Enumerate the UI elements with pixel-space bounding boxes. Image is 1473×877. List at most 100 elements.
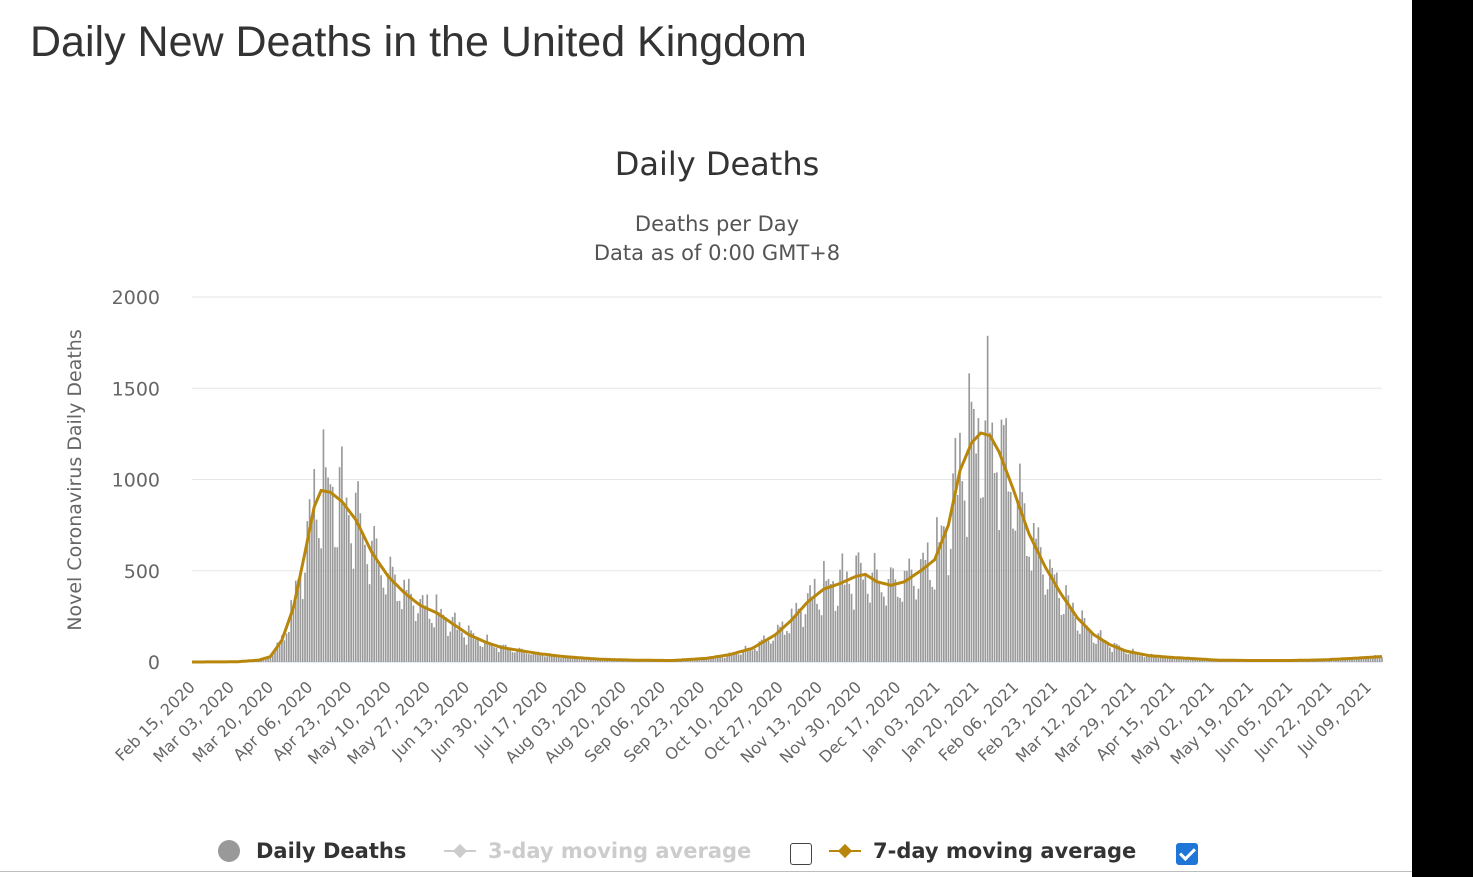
daily-deaths-bar	[846, 571, 848, 662]
daily-deaths-bar	[1042, 574, 1044, 662]
daily-deaths-bar	[926, 542, 929, 662]
daily-deaths-bar	[758, 641, 761, 662]
daily-deaths-bar	[490, 643, 493, 662]
daily-deaths-bar	[853, 609, 855, 662]
daily-deaths-bar	[550, 654, 553, 662]
daily-deaths-bar	[507, 649, 509, 662]
daily-deaths-bar	[567, 655, 569, 662]
daily-deaths-bar	[1162, 656, 1164, 662]
daily-deaths-bar	[1132, 648, 1134, 662]
daily-deaths-bar	[433, 627, 435, 662]
daily-deaths-bar	[361, 536, 364, 662]
daily-deaths-bar	[836, 605, 839, 662]
legend-7-day-label: 7-day moving average	[873, 839, 1137, 863]
daily-deaths-bar	[518, 647, 521, 662]
daily-deaths-bar	[419, 599, 422, 662]
daily-deaths-bar	[368, 584, 371, 662]
legend-7-day-average[interactable]: 7-day moving average	[829, 836, 1136, 866]
daily-deaths-bar	[1021, 492, 1024, 662]
daily-deaths-bar	[509, 650, 512, 662]
daily-deaths-bar	[788, 633, 791, 662]
daily-deaths-bar	[479, 645, 482, 662]
daily-deaths-bar	[933, 589, 936, 662]
daily-deaths-bar	[341, 446, 343, 662]
daily-deaths-bar	[1095, 643, 1097, 662]
daily-deaths-bar	[1113, 642, 1116, 662]
y-axis-ticks: 0 500 1000 1500 2000	[112, 287, 160, 674]
daily-deaths-bar	[938, 542, 941, 662]
daily-deaths-bar	[813, 578, 816, 662]
daily-deaths-bar	[1083, 618, 1086, 662]
daily-deaths-bar	[795, 602, 798, 662]
daily-deaths-bar	[1106, 644, 1109, 662]
daily-deaths-bar	[919, 559, 922, 662]
daily-deaths-bar	[1335, 660, 1337, 662]
daily-deaths-bar	[442, 614, 445, 662]
daily-deaths-bar	[1099, 630, 1102, 662]
daily-deaths-bar	[913, 585, 915, 662]
daily-deaths-bar	[283, 640, 286, 662]
daily-deaths-bar	[1115, 643, 1118, 662]
daily-deaths-bar	[488, 642, 491, 662]
daily-deaths-bar	[306, 521, 309, 662]
daily-deaths-bar	[1145, 653, 1148, 662]
daily-deaths-bar	[539, 652, 542, 662]
daily-deaths-bar	[1205, 660, 1208, 662]
daily-deaths-bar	[728, 652, 731, 662]
daily-deaths-bar	[592, 659, 595, 662]
legend-daily-deaths-label: Daily Deaths	[256, 839, 407, 863]
daily-deaths-bar	[334, 547, 336, 662]
daily-deaths-bar	[1175, 658, 1178, 662]
daily-deaths-bar	[929, 579, 931, 662]
daily-deaths-bar	[880, 592, 883, 662]
daily-deaths-bar	[940, 525, 943, 662]
daily-deaths-bar	[1002, 425, 1005, 662]
daily-deaths-bar	[336, 547, 339, 662]
daily-deaths-bar	[968, 373, 971, 662]
daily-deaths-bar	[776, 624, 779, 662]
daily-deaths-bar	[922, 552, 924, 662]
daily-deaths-bar	[594, 659, 597, 662]
daily-deaths-bar	[1060, 614, 1063, 662]
daily-deaths-bar	[1369, 658, 1372, 662]
legend-3-day-average[interactable]: 3-day moving average	[444, 836, 751, 866]
daily-deaths-bar	[956, 494, 959, 662]
daily-deaths-bar	[414, 621, 417, 662]
daily-deaths-bar	[825, 580, 828, 662]
checkbox-3-day-average[interactable]	[790, 843, 812, 865]
daily-deaths-bar	[516, 649, 518, 662]
daily-deaths-bar	[703, 658, 705, 662]
daily-deaths-bar	[523, 650, 525, 662]
checkbox-7-day-average[interactable]	[1176, 843, 1198, 865]
daily-deaths-bar	[544, 656, 546, 662]
daily-deaths-bar	[869, 602, 871, 662]
daily-deaths-bar	[562, 657, 565, 662]
daily-deaths-bar	[1351, 658, 1353, 662]
daily-deaths-bar	[424, 605, 426, 662]
daily-deaths-bar	[297, 579, 299, 662]
daily-deaths-bar	[1120, 650, 1123, 662]
daily-deaths-bar	[534, 652, 537, 662]
daily-deaths-bar	[264, 658, 267, 662]
legend-daily-deaths[interactable]: Daily Deaths	[218, 836, 406, 866]
daily-deaths-bar	[497, 651, 500, 662]
daily-deaths-bar	[841, 553, 844, 662]
daily-deaths-bar	[511, 652, 514, 662]
daily-deaths-bar	[1104, 640, 1107, 662]
daily-deaths-bar	[301, 599, 304, 662]
daily-deaths-bar	[1182, 657, 1185, 662]
page-title: Daily New Deaths in the United Kingdom	[30, 18, 807, 66]
daily-deaths-bar	[1187, 658, 1190, 662]
daily-deaths-bar	[707, 659, 710, 662]
daily-deaths-bar	[949, 548, 952, 662]
daily-deaths-bar	[1069, 606, 1072, 662]
daily-deaths-bar	[456, 629, 459, 662]
daily-deaths-bar	[982, 497, 984, 662]
daily-deaths-bar	[892, 568, 894, 662]
daily-deaths-bar	[716, 656, 719, 662]
daily-deaths-bar	[878, 581, 881, 662]
daily-deaths-bar	[818, 609, 821, 662]
daily-deaths-bar	[829, 584, 832, 662]
daily-deaths-bar	[770, 643, 772, 662]
